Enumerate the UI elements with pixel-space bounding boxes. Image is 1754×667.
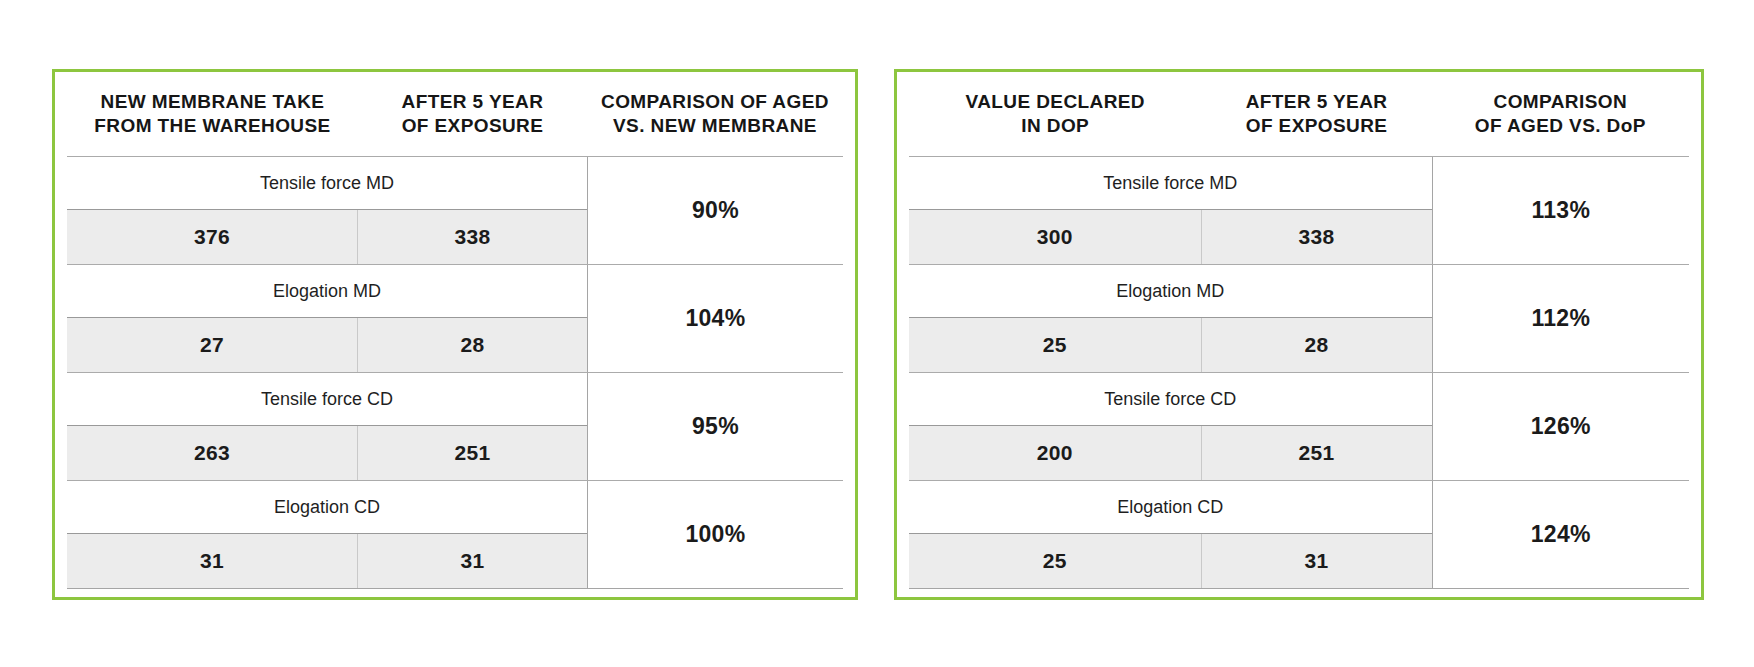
value-cell-new: 376 bbox=[67, 210, 358, 264]
metric-label: Elogation CD bbox=[909, 481, 1432, 534]
table-row-elogation-cd: Elogation CD 100% 31 31 bbox=[67, 480, 843, 588]
metric-label: Tensile force CD bbox=[67, 373, 587, 426]
table-body: Tensile force MD 113% 300 338 Elogation … bbox=[909, 156, 1689, 589]
value-cell-aged: 338 bbox=[1202, 210, 1432, 264]
table-row-elogation-cd: Elogation CD 124% 25 31 bbox=[909, 480, 1689, 588]
metric-label: Tensile force CD bbox=[909, 373, 1432, 426]
comparison-value: 90% bbox=[587, 157, 843, 264]
column-header-comparison: COMPARISON OF AGED VS. DoP bbox=[1432, 90, 1689, 139]
table-row-tensile-force-md: Tensile force MD 90% 376 338 bbox=[67, 156, 843, 264]
comparison-value: 104% bbox=[587, 265, 843, 372]
column-header-after-5-year: AFTER 5 YEAR OF EXPOSURE bbox=[1202, 90, 1432, 139]
metric-label: Tensile force MD bbox=[67, 157, 587, 210]
value-cell-aged: 28 bbox=[1202, 318, 1432, 372]
value-cell-declared: 25 bbox=[909, 318, 1202, 372]
value-cell-declared: 200 bbox=[909, 426, 1202, 480]
metric-label: Elogation MD bbox=[909, 265, 1432, 318]
comparison-value: 112% bbox=[1432, 265, 1689, 372]
column-header-after-5-year: AFTER 5 YEAR OF EXPOSURE bbox=[358, 90, 587, 139]
metric-label: Elogation MD bbox=[67, 265, 587, 318]
value-cell-declared: 25 bbox=[909, 534, 1202, 588]
value-cell-aged: 31 bbox=[358, 534, 587, 588]
value-cell-new: 263 bbox=[67, 426, 358, 480]
comparison-value: 124% bbox=[1432, 481, 1689, 588]
value-cell-aged: 31 bbox=[1202, 534, 1432, 588]
table-header-row: NEW MEMBRANE TAKE FROM THE WAREHOUSE AFT… bbox=[67, 72, 843, 156]
table-row-elogation-md: Elogation MD 112% 25 28 bbox=[909, 264, 1689, 372]
table-row-elogation-md: Elogation MD 104% 27 28 bbox=[67, 264, 843, 372]
comparison-value: 100% bbox=[587, 481, 843, 588]
table-aged-vs-new-membrane: NEW MEMBRANE TAKE FROM THE WAREHOUSE AFT… bbox=[52, 69, 858, 600]
value-cell-aged: 28 bbox=[358, 318, 587, 372]
column-header-new-membrane: NEW MEMBRANE TAKE FROM THE WAREHOUSE bbox=[67, 90, 358, 139]
metric-label: Elogation CD bbox=[67, 481, 587, 534]
value-cell-new: 31 bbox=[67, 534, 358, 588]
value-cell-aged: 338 bbox=[358, 210, 587, 264]
table-aged-vs-dop: VALUE DECLARED IN DOP AFTER 5 YEAR OF EX… bbox=[894, 69, 1704, 600]
column-header-comparison: COMPARISON OF AGED VS. NEW MEMBRANE bbox=[587, 90, 843, 139]
metric-label: Tensile force MD bbox=[909, 157, 1432, 210]
table-body: Tensile force MD 90% 376 338 Elogation M… bbox=[67, 156, 843, 589]
table-row-tensile-force-cd: Tensile force CD 126% 200 251 bbox=[909, 372, 1689, 480]
comparison-value: 113% bbox=[1432, 157, 1689, 264]
value-cell-declared: 300 bbox=[909, 210, 1202, 264]
table-row-tensile-force-md: Tensile force MD 113% 300 338 bbox=[909, 156, 1689, 264]
value-cell-aged: 251 bbox=[1202, 426, 1432, 480]
table-row-tensile-force-cd: Tensile force CD 95% 263 251 bbox=[67, 372, 843, 480]
comparison-value: 95% bbox=[587, 373, 843, 480]
column-header-value-declared: VALUE DECLARED IN DOP bbox=[909, 90, 1202, 139]
value-cell-aged: 251 bbox=[358, 426, 587, 480]
table-header-row: VALUE DECLARED IN DOP AFTER 5 YEAR OF EX… bbox=[909, 72, 1689, 156]
value-cell-new: 27 bbox=[67, 318, 358, 372]
comparison-value: 126% bbox=[1432, 373, 1689, 480]
